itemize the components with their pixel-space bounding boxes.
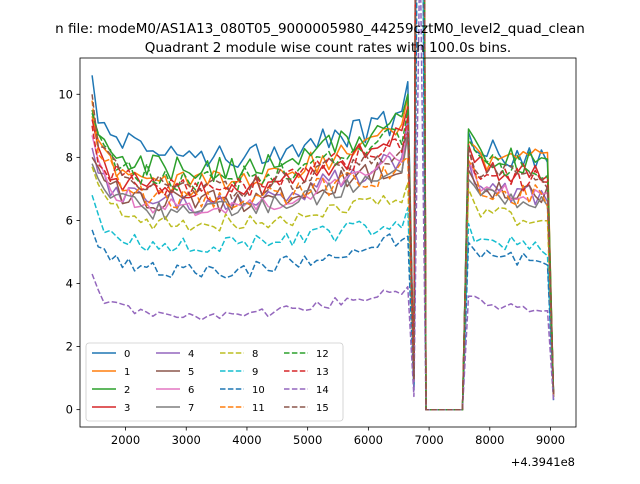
legend-label-3: 3	[124, 403, 130, 414]
series-line-12	[91, 0, 555, 411]
x-tick-label: 5000	[293, 433, 322, 447]
series-line-11	[91, 0, 555, 411]
series-line-9	[91, 0, 555, 411]
y-tick-label: 6	[66, 213, 73, 227]
y-tick-label: 8	[66, 150, 73, 164]
series-line-7	[91, 0, 555, 411]
series-line-3	[91, 0, 555, 411]
legend-label-0: 0	[124, 349, 130, 360]
legend-label-9: 9	[252, 367, 258, 378]
y-tick-label: 4	[66, 277, 73, 291]
x-tick-label: 7000	[414, 433, 443, 447]
legend-box	[85, 342, 344, 422]
series-line-8	[91, 0, 555, 411]
x-tick-label: 2000	[111, 433, 140, 447]
legend-label-7: 7	[188, 403, 194, 414]
x-tick-label: 9000	[536, 433, 565, 447]
legend-label-14: 14	[316, 385, 329, 396]
legend-label-1: 1	[124, 367, 130, 378]
y-tick-label: 0	[66, 403, 73, 417]
figure-suptitle: n file: modeM0/AS1A13_080T05_9000005980_…	[55, 21, 585, 37]
legend-label-8: 8	[252, 349, 258, 360]
legend-label-2: 2	[124, 385, 130, 396]
y-tick-label: 2	[66, 340, 73, 354]
legend-label-11: 11	[252, 403, 265, 414]
series-line-14	[91, 0, 555, 411]
x-offset-label: +4.3941e8	[511, 455, 575, 469]
legend-label-15: 15	[316, 403, 329, 414]
series-line-2	[91, 0, 555, 411]
series-line-10	[91, 0, 555, 411]
y-tick-label: 10	[58, 87, 73, 101]
x-tick-label: 6000	[354, 433, 383, 447]
series-line-5	[91, 0, 555, 411]
legend-label-12: 12	[316, 349, 329, 360]
x-tick-label: 3000	[172, 433, 201, 447]
series-lines	[91, 0, 555, 411]
legend-label-10: 10	[252, 385, 265, 396]
series-line-13	[91, 0, 555, 411]
chart-title: Quadrant 2 module wise count rates with …	[145, 40, 511, 56]
series-line-15	[91, 0, 555, 411]
series-line-1	[91, 0, 555, 411]
legend-label-6: 6	[188, 385, 194, 396]
legend-label-13: 13	[316, 367, 329, 378]
x-tick-label: 8000	[475, 433, 504, 447]
legend-label-4: 4	[188, 349, 194, 360]
legend-label-5: 5	[188, 367, 194, 378]
x-tick-label: 4000	[232, 433, 261, 447]
plot-frame	[79, 57, 577, 428]
